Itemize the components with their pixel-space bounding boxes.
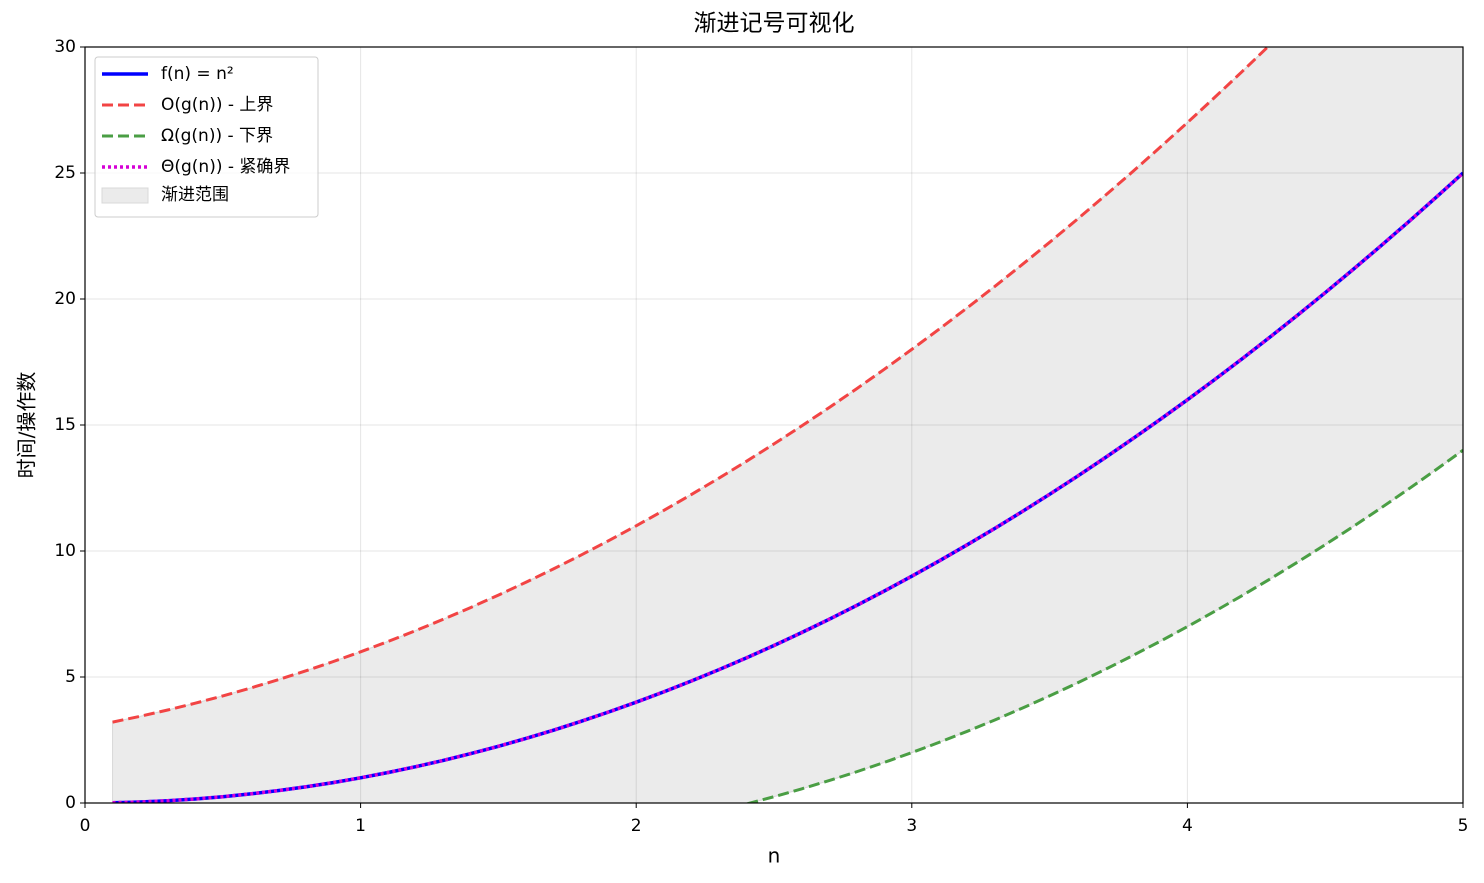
series-line [744,448,1463,803]
y-tick-label: 25 [54,163,76,183]
y-tick-label: 5 [65,667,76,687]
x-tick-label: 2 [631,816,642,836]
x-tick-label: 3 [906,816,917,836]
legend-box [94,56,319,218]
y-tick-label: 20 [54,289,76,309]
legend-label: Θ(g(n)) - 紧确界 [161,157,290,177]
legend-label: f(n) = n² [161,64,234,84]
x-tick-label: 5 [1458,816,1469,836]
legend-swatch [101,187,149,204]
y-tick-label: 0 [65,793,76,813]
x-axis-label: n [768,844,781,868]
plot-frame [84,46,1464,804]
series-line [112,47,1270,724]
legend-label: Ω(g(n)) - 下界 [161,126,273,146]
y-axis-label: 时间/操作数 [15,372,39,479]
plot-area [85,47,1463,803]
y-tick-label: 10 [54,541,76,561]
x-tick-label: 4 [1182,816,1193,836]
y-tick-label: 15 [54,415,76,435]
legend-label: O(g(n)) - 上界 [161,95,273,115]
x-tick-label: 0 [80,816,91,836]
y-tick-label: 30 [54,37,76,57]
legend-label: 渐进范围 [161,185,229,205]
chart-title: 渐进记号可视化 [694,11,855,37]
series-line [112,171,1463,803]
x-tick-label: 1 [355,816,366,836]
